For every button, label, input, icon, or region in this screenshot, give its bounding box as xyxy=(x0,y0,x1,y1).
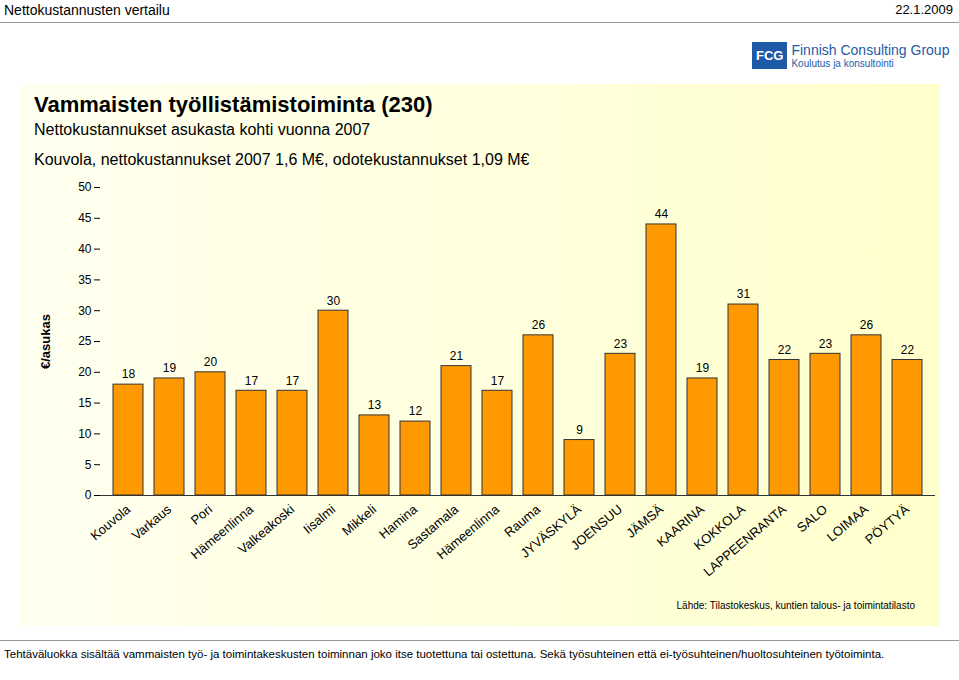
svg-text:12: 12 xyxy=(409,404,423,418)
svg-text:LAPPEENRANTA: LAPPEENRANTA xyxy=(700,501,789,579)
svg-text:20: 20 xyxy=(204,355,218,369)
html-text:Nettokustannusten vertailu: Nettokustannusten vertailu xyxy=(4,2,170,18)
html-text:Koulutus ja konsultointi: Koulutus ja konsultointi xyxy=(791,57,894,69)
svg-text:50: 50 xyxy=(78,180,92,194)
html-text:Nettokustannukset asukasta koh: Nettokustannukset asukasta kohti vuonna … xyxy=(34,121,371,138)
svg-text:Varkaus: Varkaus xyxy=(129,501,175,543)
svg-text:20: 20 xyxy=(78,365,92,379)
svg-text:Valkeakoski: Valkeakoski xyxy=(235,501,297,557)
svg-text:22: 22 xyxy=(778,343,792,357)
svg-text:31: 31 xyxy=(737,287,751,301)
svg-text:JYVÄSKYLÄ: JYVÄSKYLÄ xyxy=(517,501,584,561)
svg-text:23: 23 xyxy=(614,337,628,351)
svg-text:5: 5 xyxy=(85,458,92,472)
svg-text:Iisalmi: Iisalmi xyxy=(300,501,338,536)
svg-text:Sastamala: Sastamala xyxy=(404,501,462,553)
svg-text:JÄMSÄ: JÄMSÄ xyxy=(623,501,667,541)
html-text:Kouvola, nettokustannukset 200: Kouvola, nettokustannukset 2007 1,6 M€, … xyxy=(34,151,530,168)
svg-text:SALO: SALO xyxy=(794,502,830,536)
html-text:Vammaisten työllistämistoimint: Vammaisten työllistämistoiminta (230) xyxy=(34,92,433,117)
svg-text:17: 17 xyxy=(286,374,300,388)
html-text:Finnish Consulting Group: Finnish Consulting Group xyxy=(791,41,950,58)
svg-text:Pori: Pori xyxy=(188,501,215,527)
svg-text:44: 44 xyxy=(655,207,669,221)
svg-text:19: 19 xyxy=(163,361,177,375)
svg-text:Mikkeli: Mikkeli xyxy=(339,501,379,538)
svg-text:0: 0 xyxy=(85,488,92,502)
svg-text:40: 40 xyxy=(78,242,92,256)
svg-text:Kouvola: Kouvola xyxy=(87,501,133,543)
svg-text:10: 10 xyxy=(78,427,92,441)
svg-text:Hämeenlinna: Hämeenlinna xyxy=(187,501,257,563)
svg-text:30: 30 xyxy=(78,304,92,318)
svg-text:PÖYTYÄ: PÖYTYÄ xyxy=(862,501,912,547)
html-text:FCG: FCG xyxy=(756,48,784,63)
svg-text:35: 35 xyxy=(78,273,92,287)
html-text:22.1.2009: 22.1.2009 xyxy=(895,2,953,17)
svg-text:26: 26 xyxy=(860,318,874,332)
svg-text:Hämeenlinna: Hämeenlinna xyxy=(434,501,503,562)
svg-text:17: 17 xyxy=(245,374,259,388)
svg-text:LOIMAA: LOIMAA xyxy=(823,501,872,545)
svg-text:23: 23 xyxy=(819,337,833,351)
svg-text:9: 9 xyxy=(576,423,583,437)
svg-text:KAARINA: KAARINA xyxy=(653,501,708,550)
svg-text:JOENSUU: JOENSUU xyxy=(568,502,625,553)
svg-text:18: 18 xyxy=(122,367,136,381)
svg-text:25: 25 xyxy=(78,334,92,348)
html-text:Tehtäväluokka sisältää vammais: Tehtäväluokka sisältää vammaisten työ- j… xyxy=(4,648,885,660)
svg-text:21: 21 xyxy=(450,349,464,363)
svg-text:19: 19 xyxy=(696,361,710,375)
svg-text:KOKKOLA: KOKKOLA xyxy=(690,501,749,553)
svg-text:17: 17 xyxy=(491,374,505,388)
svg-text:Hamina: Hamina xyxy=(376,501,421,542)
svg-text:22: 22 xyxy=(901,343,915,357)
svg-text:13: 13 xyxy=(368,398,382,412)
html-text:Lähde: Tilastokeskus, kuntien: Lähde: Tilastokeskus, kuntien talous- ja… xyxy=(676,600,915,611)
svg-text:Rauma: Rauma xyxy=(501,501,544,540)
svg-text:26: 26 xyxy=(532,318,546,332)
svg-text:€/asukas: €/asukas xyxy=(38,314,53,369)
svg-text:30: 30 xyxy=(327,294,341,308)
svg-text:15: 15 xyxy=(78,396,92,410)
svg-text:45: 45 xyxy=(78,211,92,225)
